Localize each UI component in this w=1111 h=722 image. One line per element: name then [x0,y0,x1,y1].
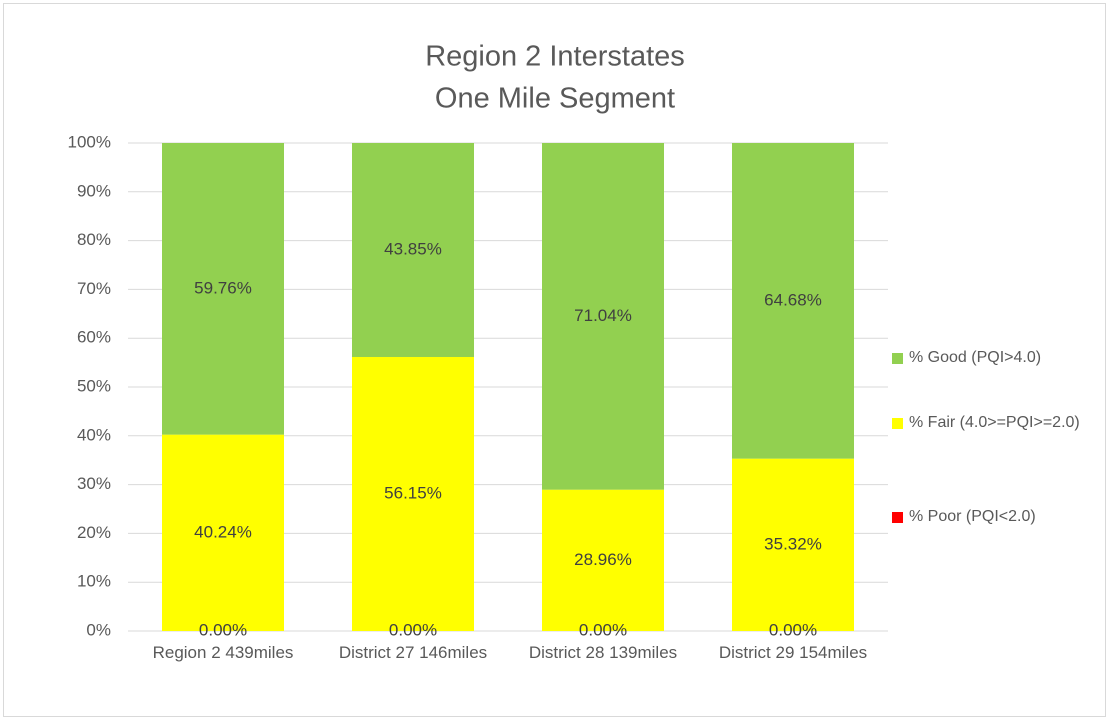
x-tick-label: District 29 154miles [718,643,868,662]
legend-swatch [892,418,903,429]
chart-title: Region 2 Interstates [425,41,685,73]
data-label: 43.85% [384,239,442,258]
data-label: 0.00% [389,620,437,639]
y-tick-label: 90% [77,181,111,200]
bar-segment [162,434,284,631]
x-tick-label: Region 2 439miles [152,643,294,662]
data-label: 64.68% [764,290,822,309]
bar-segment [542,143,664,490]
chart-frame [3,3,1106,717]
x-tick-label: District 27 146miles [338,643,488,662]
data-label: 0.00% [579,620,627,639]
y-tick-label: 20% [77,523,111,542]
chart-subtitle: One Mile Segment [435,83,675,115]
y-tick-label: 80% [77,230,111,249]
legend-item: % Good (PQI>4.0) [892,346,1111,370]
y-tick-label: 50% [77,376,111,395]
legend-item: % Poor (PQI<2.0) [892,505,1111,529]
y-tick-label: 100% [68,132,111,151]
y-tick-label: 30% [77,474,111,493]
x-tick-label: District 28 139miles [528,643,678,662]
data-label: 71.04% [574,306,632,325]
data-label: 56.15% [384,483,442,502]
bar-segment [732,458,854,631]
legend-label: % Fair (4.0>=PQI>=2.0) [909,414,1080,431]
bar-segment [352,356,474,631]
data-label: 0.00% [769,620,817,639]
y-tick-label: 70% [77,279,111,298]
legend-item: % Fair (4.0>=PQI>=2.0) [892,411,1111,435]
bar-segment [732,143,854,459]
legend-label: % Poor (PQI<2.0) [909,508,1036,525]
legend-swatch [892,353,903,364]
data-label: 59.76% [194,278,252,297]
bar-segment [162,143,284,435]
data-label: 0.00% [199,620,247,639]
data-label: 28.96% [574,550,632,569]
legend-label: % Good (PQI>4.0) [909,349,1042,366]
bar-segment [352,143,474,357]
y-tick-label: 60% [77,328,111,347]
y-tick-label: 40% [77,425,111,444]
legend-swatch [892,512,903,523]
y-tick-label: 10% [77,572,111,591]
y-tick-label: 0% [86,620,111,639]
bar-segment [542,489,664,631]
data-label: 35.32% [764,534,822,553]
data-label: 40.24% [194,522,252,541]
